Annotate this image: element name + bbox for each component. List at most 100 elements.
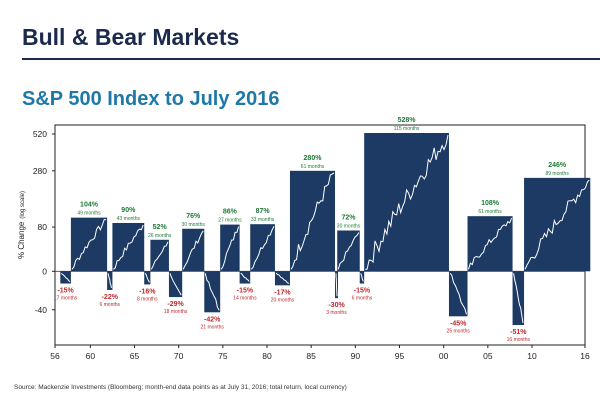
bear-market-path — [107, 273, 112, 289]
x-tick-label: 56 — [50, 351, 60, 361]
x-tick-label: 10 — [527, 351, 537, 361]
bull-market-bar — [112, 222, 145, 272]
bull-percent-label: 72% — [341, 214, 356, 221]
bear-market-path — [275, 272, 290, 284]
bull-months-label: 115 months — [394, 126, 420, 132]
y-tick-label: 520 — [33, 129, 47, 139]
bull-percent-label: 108% — [481, 200, 500, 207]
bull-months-label: 26 months — [148, 233, 172, 239]
bear-percent-label: -15% — [354, 288, 371, 295]
x-tick-label: 85 — [306, 351, 316, 361]
y-tick-label: -40 — [35, 305, 48, 315]
x-tick-label: 60 — [86, 351, 96, 361]
bear-percent-label: -30% — [328, 302, 345, 309]
x-tick-label: 90 — [351, 351, 361, 361]
bull-percent-label: 52% — [153, 224, 168, 231]
bull-market-path — [365, 134, 449, 270]
bear-market-path — [513, 273, 524, 324]
bull-market-path — [524, 179, 590, 270]
bull-months-label: 30 months — [182, 222, 206, 228]
bear-months-label: 16 months — [507, 337, 531, 343]
bear-market-path — [240, 272, 250, 282]
x-tick-label: 80 — [262, 351, 272, 361]
bull-months-label: 61 months — [301, 164, 325, 170]
bear-months-label: 18 months — [164, 309, 188, 315]
bull-market-path — [290, 172, 335, 270]
bull-percent-label: 90% — [121, 207, 136, 214]
bull-market-bar — [70, 217, 108, 272]
chart-bars — [60, 133, 591, 325]
bear-percent-label: -17% — [274, 289, 291, 296]
bear-months-label: 8 months — [137, 296, 158, 302]
bear-market-path — [144, 272, 150, 283]
y-tick-label: 0 — [42, 266, 47, 276]
bull-percent-label: 76% — [186, 213, 201, 220]
bull-market-bar — [524, 177, 591, 272]
bear-market-path — [360, 273, 364, 282]
bull-months-label: 30 months — [337, 223, 361, 229]
chart-subtitle: S&P 500 Index to July 2016 — [22, 88, 280, 110]
bear-months-label: 6 months — [352, 296, 373, 302]
bear-market-path — [335, 273, 338, 297]
y-axis-label-note: (log scale) — [20, 191, 26, 219]
bear-percent-label: -42% — [204, 316, 221, 323]
bear-percent-label: -45% — [450, 320, 467, 327]
bull-months-label: 27 months — [218, 218, 242, 224]
bull-market-path — [150, 241, 169, 270]
bear-months-label: 6 months — [99, 302, 120, 308]
bull-market-bar — [364, 133, 449, 272]
bull-months-label: 61 months — [478, 209, 502, 215]
bull-market-path — [113, 224, 144, 270]
x-tick-label: 00 — [439, 351, 449, 361]
bear-percent-label: -29% — [167, 301, 184, 308]
y-axis-label: % Change (log scale) — [17, 191, 26, 259]
bull-percent-label: 246% — [548, 162, 567, 169]
bear-months-label: 21 months — [201, 324, 225, 330]
bear-percent-label: -51% — [510, 329, 527, 336]
page-title: Bull & Bear Markets — [22, 24, 240, 50]
bear-market-path — [204, 273, 220, 311]
bull-percent-label: 528% — [398, 117, 417, 124]
source-note: Source: Mackenzie Investments (Bloomberg… — [14, 384, 347, 391]
x-tick-label: 65 — [130, 351, 140, 361]
bull-market-path — [250, 225, 275, 270]
bull-months-label: 49 months — [77, 211, 101, 217]
bear-percent-label: -15% — [237, 288, 254, 295]
bull-market-path — [220, 226, 240, 270]
x-tick-label: 05 — [483, 351, 493, 361]
bear-months-label: 20 months — [271, 297, 295, 303]
x-tick-label: 75 — [218, 351, 228, 361]
x-tick-label: 95 — [395, 351, 405, 361]
bear-months-label: 14 months — [233, 296, 257, 302]
bull-percent-label: 86% — [223, 209, 238, 216]
bull-market-path — [182, 230, 204, 270]
bear-percent-label: -15% — [57, 288, 74, 295]
bear-market-path — [169, 273, 182, 296]
bear-months-label: 17 months — [54, 296, 78, 302]
bear-percent-label: -22% — [102, 294, 119, 301]
bull-market-path — [71, 219, 107, 270]
bull-months-label: 43 months — [117, 216, 141, 222]
bull-market-bar — [467, 216, 513, 272]
x-tick-label: 16 — [580, 351, 590, 361]
bull-percent-label: 87% — [256, 208, 271, 215]
bull-percent-label: 280% — [304, 155, 323, 162]
bull-months-label: 33 months — [251, 217, 275, 223]
y-tick-label: 280 — [33, 166, 47, 176]
bear-market-path — [449, 272, 467, 315]
title-divider — [22, 58, 600, 60]
y-axis-label-main: % Change — [17, 221, 26, 259]
bull-percent-label: 104% — [80, 202, 99, 209]
bear-market-path — [60, 272, 71, 282]
bear-months-label: 25 months — [447, 328, 471, 334]
bear-months-label: 3 months — [326, 310, 347, 316]
bull-market-bar — [337, 230, 360, 272]
bull-months-label: 89 months — [545, 171, 569, 177]
bull-market-path — [337, 232, 360, 270]
x-tick-label: 70 — [174, 351, 184, 361]
bull-market-path — [468, 218, 513, 270]
y-tick-label: 80 — [38, 222, 48, 232]
bear-percent-label: -16% — [139, 288, 156, 295]
